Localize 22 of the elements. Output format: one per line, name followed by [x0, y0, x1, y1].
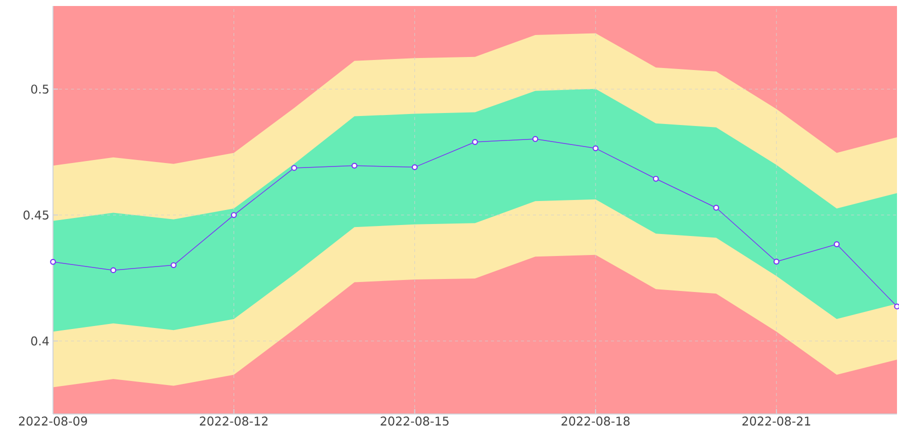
point — [713, 204, 720, 211]
point — [50, 258, 56, 265]
point — [532, 136, 538, 142]
point — [472, 139, 478, 145]
x-tick-label: 2022-08-09 — [19, 416, 88, 426]
y-tick-label: 0.45 — [24, 210, 48, 220]
point — [592, 145, 599, 152]
x-tick-label: 2022-08-18 — [562, 416, 630, 426]
point — [230, 212, 237, 218]
x-tick-label: 2022-08-12 — [200, 416, 268, 426]
point — [834, 241, 840, 248]
y-tick-label: 0.4 — [31, 336, 49, 346]
x-tick-label: 2022-08-21 — [742, 416, 810, 426]
x-tick-label: 2022-08-15 — [380, 416, 449, 426]
point — [412, 164, 418, 170]
point — [291, 164, 298, 171]
y-tick-label: 0.5 — [31, 84, 48, 94]
point — [652, 176, 659, 182]
point — [351, 162, 358, 169]
point — [110, 267, 116, 274]
point — [773, 258, 780, 265]
point — [170, 262, 177, 268]
